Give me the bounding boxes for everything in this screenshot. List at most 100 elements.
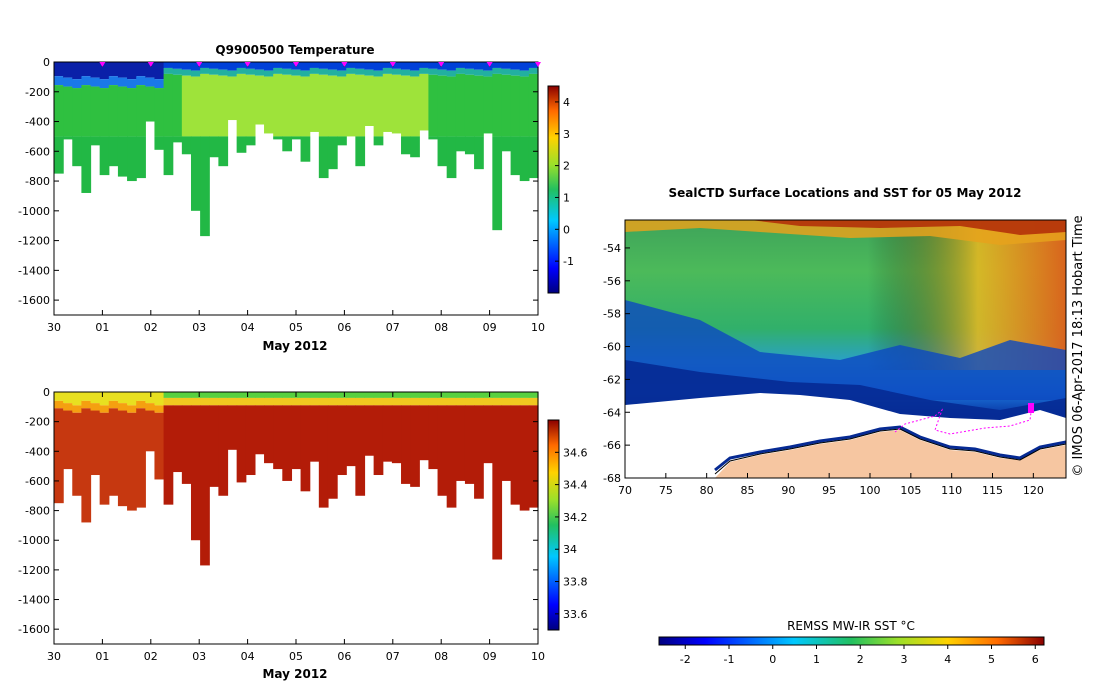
temp-mid-cell: [446, 70, 457, 77]
sal-deep-cell: [90, 410, 101, 476]
temp-surface-cell: [63, 62, 73, 78]
salinity-panel: 30 01 02 03 04 05 06 07 08 09 10 0 -200 -400 -600 -800 -…: [18, 386, 545, 663]
surface-marker: [486, 62, 493, 67]
x-tick-label: 30: [47, 650, 61, 663]
temp-upper-cell: [464, 74, 475, 137]
temp-deep-cell: [81, 136, 92, 193]
sal-deep-cell: [72, 412, 82, 496]
temp-deep-cell: [117, 136, 128, 177]
sal-surface-cell: [227, 392, 238, 398]
temp-mid-cell: [346, 67, 356, 74]
temp-upper-cell: [455, 73, 466, 137]
temp-mid-cell: [200, 67, 210, 74]
temp-deep-cell: [318, 136, 329, 179]
temp-deep-cell: [72, 136, 82, 167]
temp-mid-cell: [501, 68, 512, 75]
map-y-tick-label: -54: [603, 242, 621, 255]
temp-deep-cell: [209, 136, 219, 158]
temp-mid-cell: [519, 70, 530, 77]
sal-surface-cell: [117, 392, 128, 404]
sal-deep-cell: [117, 410, 128, 507]
temp-mid-cell: [81, 76, 92, 86]
sal-deep-cell: [337, 405, 347, 476]
y-tick-label: -1000: [18, 205, 50, 218]
temp-surface-cell: [273, 62, 283, 68]
y-tick-label: -800: [25, 175, 50, 188]
sal-halocline-cell: [464, 397, 475, 406]
colorbar-tick-label: 1: [563, 191, 570, 204]
sal-deep-cell: [245, 405, 256, 476]
temp-surface-cell: [54, 62, 64, 77]
salinity-colorbar: 33.6 33.8 34 34.2 34.4 34.6: [547, 419, 588, 631]
temp-upper-cell: [236, 73, 247, 137]
sal-surface-cell: [355, 392, 366, 398]
temp-upper-cell: [291, 75, 302, 137]
sal-deep-cell: [492, 405, 503, 560]
sal-deep-cell: [327, 405, 338, 499]
temp-upper-cell: [254, 75, 265, 125]
temp-upper-cell: [81, 85, 92, 137]
sal-deep-cell: [446, 405, 457, 508]
map-x-tick-label: 105: [900, 484, 921, 497]
surface-marker: [341, 62, 348, 67]
temp-upper-cell: [218, 75, 229, 137]
surface-marker: [147, 62, 154, 67]
temp-upper-cell: [227, 76, 238, 121]
temp-surface-cell: [437, 62, 448, 70]
sal-halocline-cell: [337, 397, 347, 406]
sal-halocline-cell: [410, 397, 420, 406]
sst-colorbar-tick-label: 4: [944, 653, 951, 666]
sal-halocline-cell: [428, 397, 439, 406]
temp-upper-cell: [428, 74, 439, 137]
sal-deep-cell: [200, 405, 210, 566]
sal-halocline-cell: [163, 397, 174, 406]
temp-deep-cell: [373, 136, 384, 146]
temp-upper-cell: [346, 73, 356, 137]
temp-mid-cell: [355, 68, 366, 75]
temp-surface-cell: [501, 62, 512, 69]
temp-deep-cell: [190, 136, 201, 211]
sal-deep-cell: [373, 405, 384, 476]
temp-upper-cell: [437, 75, 448, 137]
temp-mid-cell: [483, 70, 493, 77]
x-tick-label: 09: [483, 650, 497, 663]
sal-deep-cell: [81, 408, 92, 523]
temp-deep-cell: [245, 136, 256, 146]
map-frame: [624, 219, 1067, 479]
temp-surface-cell: [264, 62, 274, 71]
sal-deep-cell: [108, 408, 119, 496]
x-tick-label: 04: [241, 650, 255, 663]
sal-halocline-cell: [355, 397, 366, 406]
temp-deep-cell: [300, 136, 311, 162]
sal-halocline-cell: [437, 397, 448, 406]
temp-surface-cell: [163, 62, 174, 68]
temp-mid-cell: [163, 67, 174, 74]
temp-upper-cell: [117, 86, 128, 137]
map-credit: © IMOS 06-Apr-2017 18:13 Hobart Time: [1071, 215, 1086, 476]
temp-upper-cell: [273, 73, 283, 137]
sal-halocline-cell: [483, 397, 493, 406]
surface-marker: [293, 62, 299, 67]
temp-surface-cell: [492, 62, 503, 68]
sal-halocline-cell: [99, 405, 110, 413]
temp-deep-cell: [428, 136, 439, 140]
sal-deep-cell: [437, 405, 448, 496]
temp-surface-cell: [464, 62, 475, 69]
seal-track: [894, 404, 1033, 435]
x-tick-label: 10: [531, 321, 545, 334]
temp-mid-cell: [172, 68, 183, 75]
temp-upper-cell: [108, 85, 119, 137]
y-tick-label: -1200: [18, 564, 50, 577]
temp-mid-cell: [318, 68, 329, 75]
temp-deep-cell: [510, 136, 521, 176]
temp-upper-cell: [382, 73, 393, 132]
sal-deep-cell: [419, 405, 430, 461]
sal-deep-cell: [318, 405, 329, 508]
sal-halocline-cell: [300, 397, 311, 406]
temp-mid-cell: [190, 70, 201, 77]
sal-deep-cell: [99, 412, 110, 505]
temp-surface-cell: [254, 62, 265, 70]
temp-mid-cell: [528, 67, 539, 74]
sal-deep-cell: [528, 405, 539, 508]
